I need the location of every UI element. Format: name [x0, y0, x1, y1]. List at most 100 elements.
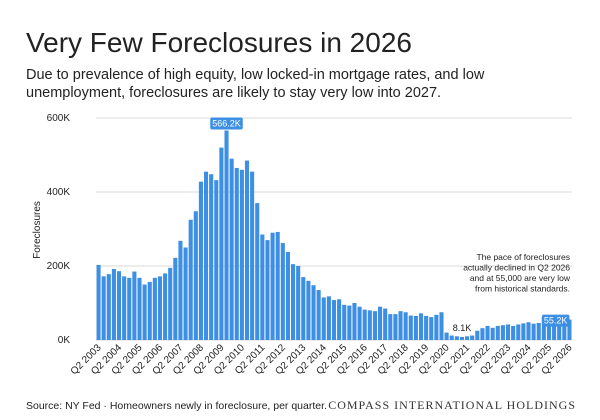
y-axis-label: Foreclosures [32, 201, 43, 259]
bar [541, 317, 546, 340]
bar [291, 264, 296, 340]
value-label-group: 55.2K [541, 314, 570, 327]
annotation: and at 55,000 are very low [470, 273, 571, 283]
bar [505, 324, 511, 340]
bar [495, 325, 500, 340]
bar [418, 313, 424, 340]
bar [234, 167, 239, 340]
bar [111, 268, 116, 340]
bar [280, 243, 285, 340]
bar [388, 314, 393, 340]
bar [372, 311, 377, 340]
chart-title: Very Few Foreclosures in 2026 [26, 27, 412, 58]
bar [168, 267, 173, 340]
y-tick-label: 0K [58, 335, 71, 346]
source: Source: NY Fed · Homeowners newly in for… [26, 400, 327, 412]
bar [122, 276, 127, 340]
bar [367, 310, 372, 340]
value-label-box [210, 117, 243, 130]
bar [546, 319, 552, 340]
bar [203, 171, 209, 340]
bar [362, 309, 367, 340]
bar [214, 180, 219, 340]
bar [321, 297, 326, 340]
bar [521, 323, 526, 340]
bar [301, 277, 306, 340]
bar [157, 276, 163, 340]
bar [342, 304, 347, 340]
bar [275, 231, 280, 340]
bar [434, 314, 439, 340]
bar [378, 306, 383, 340]
bar [531, 323, 536, 340]
bar [224, 130, 229, 340]
bar [459, 337, 465, 340]
bar [470, 335, 475, 340]
bar [173, 257, 178, 340]
bar [178, 240, 183, 340]
value-label-box [541, 314, 570, 327]
value-label: 566.2K [212, 119, 241, 129]
subtitle: Due to prevalence of high equity, low lo… [26, 67, 485, 83]
value-label: 8.1K [453, 323, 472, 333]
bar [244, 160, 250, 340]
bar [270, 232, 275, 340]
y-tick-label: 400K [47, 187, 71, 198]
bar [331, 300, 337, 340]
bar [142, 284, 147, 340]
bar [188, 219, 193, 340]
bar [347, 305, 352, 340]
bar [255, 203, 260, 340]
bar [306, 280, 311, 340]
bar [429, 317, 434, 340]
bar [403, 312, 408, 340]
bar [183, 247, 188, 340]
bar [116, 271, 122, 340]
bar [250, 171, 255, 340]
bar [536, 322, 541, 340]
bar [127, 277, 132, 340]
bar [260, 234, 265, 340]
annotation: actually declined in Q2 2026 [463, 263, 570, 273]
bar [137, 277, 142, 340]
bar [413, 315, 418, 340]
bar [163, 273, 168, 340]
bar [475, 330, 480, 340]
value-label-group: 8.1K [453, 323, 472, 333]
bar [101, 276, 106, 340]
bar [408, 315, 413, 340]
bar [485, 325, 490, 340]
bar [516, 324, 521, 340]
bar [209, 174, 214, 340]
bar [337, 299, 342, 340]
bar [465, 336, 470, 340]
bar [454, 336, 459, 340]
bar [490, 327, 495, 340]
bar [352, 303, 357, 340]
bar [296, 266, 301, 340]
bar [500, 325, 505, 340]
bar [511, 325, 516, 340]
value-label-group: 566.2K [210, 117, 243, 130]
bar [444, 332, 449, 340]
bar [132, 271, 137, 340]
bar [398, 311, 403, 340]
subtitle: unemployment, foreclosures are likely to… [26, 85, 441, 101]
bar [567, 319, 572, 340]
bar [552, 318, 557, 340]
bar [147, 281, 152, 340]
bar [285, 251, 290, 340]
bar [480, 328, 485, 340]
bar [383, 308, 388, 340]
bar [562, 319, 567, 340]
bar [439, 312, 444, 340]
bar [326, 296, 331, 340]
annotation: The pace of foreclosures [476, 252, 570, 262]
bar [265, 240, 270, 340]
bar [311, 285, 316, 340]
bar [219, 147, 224, 340]
bar [96, 264, 101, 340]
bar [557, 317, 562, 340]
bar [316, 290, 321, 340]
